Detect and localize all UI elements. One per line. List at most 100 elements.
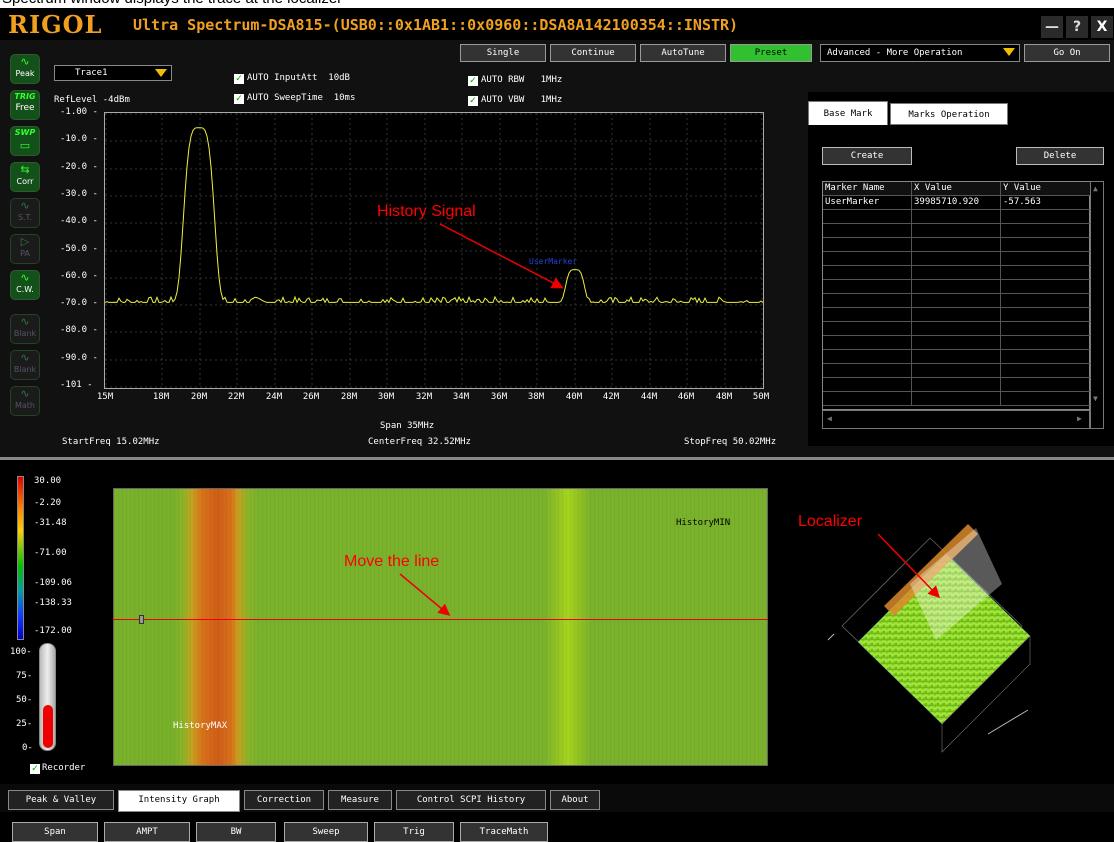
sidebar-math-button[interactable]: ∿ Math	[10, 386, 40, 416]
table-cell	[1001, 364, 1091, 378]
tab-about[interactable]: About	[550, 790, 600, 810]
colorbar-label: -71.00	[34, 548, 67, 558]
spectrum-plot	[104, 112, 764, 389]
localizer-3d-view[interactable]	[818, 484, 1114, 784]
tab-control-scpi-history[interactable]: Control SCPI History	[396, 790, 546, 810]
autotune-button[interactable]: AutoTune	[640, 44, 726, 62]
horizontal-scrollbar[interactable]: ◀ ▶	[822, 410, 1090, 429]
table-row[interactable]	[823, 392, 1091, 406]
delete-marker-button[interactable]: Delete	[1016, 147, 1104, 165]
table-row[interactable]	[823, 308, 1091, 322]
sidebar-pa-button[interactable]: ▷ PA	[10, 234, 40, 264]
x-tick-label: 50M	[752, 392, 770, 402]
table-cell	[912, 322, 1001, 336]
tab-peak-valley[interactable]: Peak & Valley	[8, 790, 114, 810]
table-cell	[1001, 322, 1091, 336]
y-tick-label: -40.0 -	[60, 216, 98, 226]
table-cell	[823, 336, 912, 350]
header-y-value: Y Value	[1003, 183, 1041, 193]
table-cell	[912, 378, 1001, 392]
scroll-left-icon[interactable]: ◀	[827, 414, 832, 423]
title-bar: RIGOL Ultra Spectrum-DSA815-(USB0::0x1AB…	[0, 8, 1114, 40]
localizer-line[interactable]	[113, 619, 768, 620]
trace-select[interactable]: Trace1	[54, 65, 172, 81]
cell-marker-name: UserMarker	[823, 196, 912, 210]
y-tick-label: -20.0 -	[60, 162, 98, 172]
table-cell	[912, 392, 1001, 406]
table-cell	[1001, 336, 1091, 350]
sidebar-trigger-button[interactable]: TRIG Free	[10, 90, 40, 120]
span-button[interactable]: Span	[12, 822, 98, 842]
sidebar-blank-button[interactable]: ∿ Blank	[10, 314, 40, 344]
auto-rbw-checkbox[interactable]: ✓ AUTO RBW 1MHz	[468, 75, 562, 86]
table-row[interactable]	[823, 294, 1091, 308]
advanced-operation-select[interactable]: Advanced - More Operation	[820, 44, 1020, 62]
sidebar-correction-button[interactable]: ⇆ Corr	[10, 162, 40, 192]
intensity-graph[interactable]	[113, 488, 768, 766]
single-button[interactable]: Single	[460, 44, 546, 62]
x-tick-label: 18M	[152, 392, 170, 402]
sidebar-cw-button[interactable]: ∿ C.W.	[10, 270, 40, 300]
table-cell	[1001, 294, 1091, 308]
sidebar-blank-button-2[interactable]: ∿ Blank	[10, 350, 40, 380]
vertical-scrollbar[interactable]: ▲ ▼	[1090, 181, 1104, 429]
continue-button[interactable]: Continue	[550, 44, 636, 62]
auto-vbw-checkbox[interactable]: ✓ AUTO VBW 1MHz	[468, 95, 562, 106]
scroll-down-icon[interactable]: ▼	[1093, 394, 1098, 403]
tab-correction[interactable]: Correction	[244, 790, 324, 810]
minimize-button[interactable]: —	[1041, 16, 1063, 38]
create-marker-button[interactable]: Create	[822, 147, 912, 165]
ampt-button[interactable]: AMPT	[104, 822, 190, 842]
table-row[interactable]	[823, 252, 1091, 266]
sidebar-sweep-button[interactable]: SWP ▭	[10, 126, 40, 156]
table-row[interactable]	[823, 322, 1091, 336]
x-tick-label: 44M	[640, 392, 658, 402]
tab-measure[interactable]: Measure	[328, 790, 392, 810]
table-row[interactable]	[823, 350, 1091, 364]
sweep-button[interactable]: Sweep	[284, 822, 368, 842]
x-tick-label: 24M	[265, 392, 283, 402]
help-button[interactable]: ?	[1066, 16, 1088, 38]
x-tick-label: 32M	[415, 392, 433, 402]
checkbox-label: AUTO VBW	[481, 95, 525, 105]
scroll-right-icon[interactable]: ▶	[1077, 414, 1082, 423]
table-cell	[823, 322, 912, 336]
x-tick-label: 48M	[715, 392, 733, 402]
colorbar-label: -109.06	[34, 578, 72, 588]
go-on-button[interactable]: Go On	[1024, 44, 1110, 62]
table-row[interactable]	[823, 364, 1091, 378]
table-cell	[1001, 266, 1091, 280]
table-row[interactable]	[823, 378, 1091, 392]
auto-sweep-time-checkbox[interactable]: ✓ AUTO SweepTime 10ms	[234, 93, 355, 104]
trig-button[interactable]: Trig	[374, 822, 454, 842]
bw-button[interactable]: BW	[196, 822, 276, 842]
table-row[interactable]	[823, 266, 1091, 280]
tab-intensity-graph[interactable]: Intensity Graph	[118, 790, 240, 812]
table-row[interactable]	[823, 238, 1091, 252]
table-row[interactable]	[823, 280, 1091, 294]
table-row[interactable]	[823, 210, 1091, 224]
recorder-checkbox[interactable]: ✓ Recorder	[30, 763, 85, 774]
annotation-move-line: Move the line	[344, 553, 440, 570]
table-row[interactable]: UserMarker 39985710.920 -57.563	[823, 196, 1091, 210]
sidebar-st-button[interactable]: ∿ S.T.	[10, 198, 40, 228]
table-cell	[912, 294, 1001, 308]
gauge-label: 100-	[10, 647, 32, 657]
trace-select-value: Trace1	[75, 68, 108, 78]
tracemath-button[interactable]: TraceMath	[460, 822, 548, 842]
localizer-handle[interactable]	[139, 615, 144, 624]
chevron-down-icon	[1003, 48, 1015, 56]
table-row[interactable]	[823, 224, 1091, 238]
tab-marks-operation[interactable]: Marks Operation	[890, 103, 1008, 125]
sidebar-peak-button[interactable]: ∿ Peak	[10, 54, 40, 84]
y-tick-label: -10.0 -	[60, 134, 98, 144]
scroll-up-icon[interactable]: ▲	[1093, 184, 1098, 193]
auto-input-att-checkbox[interactable]: ✓ AUTO InputAtt 10dB	[234, 73, 350, 84]
sidebar-label: Corr	[16, 177, 34, 186]
preset-button[interactable]: Preset	[730, 44, 812, 62]
table-cell	[912, 266, 1001, 280]
y-tick-label: -60.0 -	[60, 271, 98, 281]
tab-base-mark[interactable]: Base Mark	[808, 101, 888, 125]
close-button[interactable]: X	[1091, 16, 1113, 38]
table-row[interactable]	[823, 336, 1091, 350]
